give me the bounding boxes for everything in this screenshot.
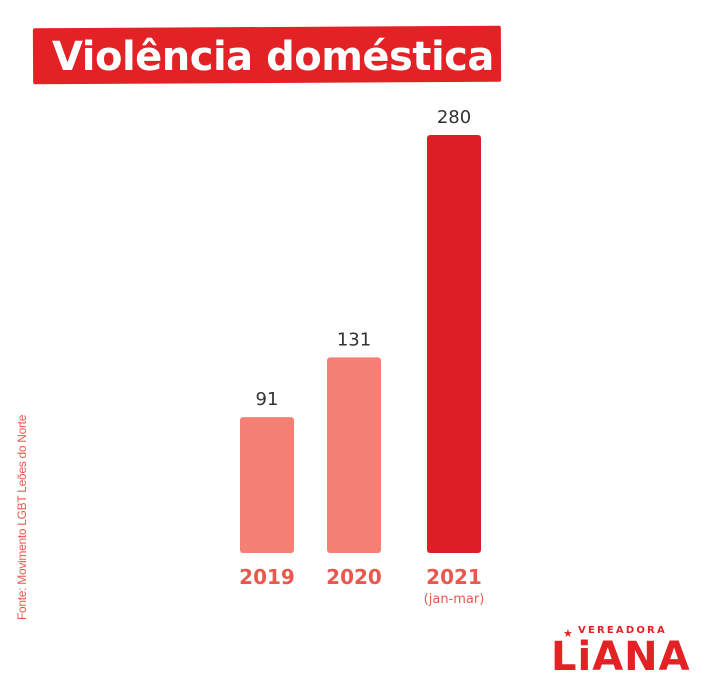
page-title: Violência doméstica: [52, 34, 494, 80]
star-icon: ★: [563, 627, 573, 640]
brand-subtitle: VEREADORA: [578, 625, 667, 636]
bar-2021: [427, 135, 481, 553]
bar-2019: [240, 417, 294, 553]
bar-2020: [327, 357, 381, 553]
brand-logo: LiANA: [551, 634, 691, 680]
value-label-2021: 280: [437, 107, 471, 128]
value-label-2020: 131: [337, 329, 371, 350]
category-label-2021: 2021: [426, 565, 482, 589]
category-label-2019: 2019: [239, 565, 295, 589]
value-label-2019: 91: [256, 389, 279, 410]
category-label-2020: 2020: [326, 565, 382, 589]
category-sublabel-2021: (jan-mar): [424, 592, 485, 607]
